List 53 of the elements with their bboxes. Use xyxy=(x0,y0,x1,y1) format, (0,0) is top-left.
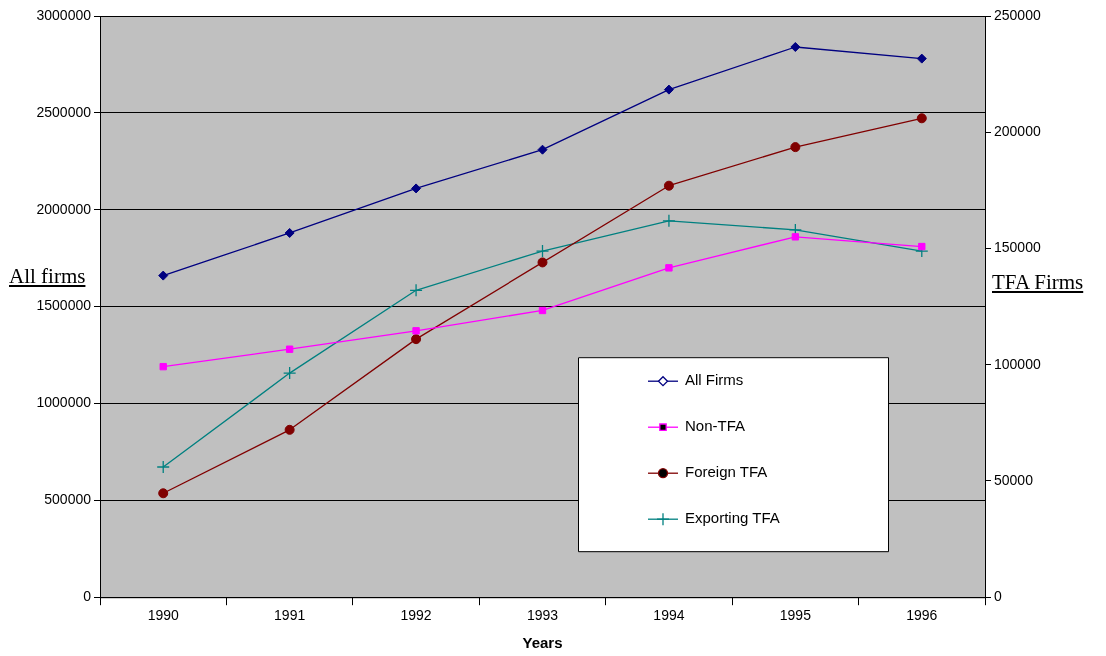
point xyxy=(412,327,420,335)
point xyxy=(158,270,169,281)
y-tick-label: 0 xyxy=(83,588,92,605)
point xyxy=(916,53,927,64)
point xyxy=(663,180,674,191)
legend-label: All Firms xyxy=(685,371,744,389)
x-tick-label: 1991 xyxy=(274,607,306,624)
y2-tick-label: 250000 xyxy=(994,6,1041,23)
y-tick-label: 3000000 xyxy=(36,6,92,23)
point xyxy=(663,84,674,95)
legend-label: Exporting TFA xyxy=(685,509,780,527)
point xyxy=(791,233,800,241)
y-tick-label: 500000 xyxy=(44,491,92,508)
point xyxy=(159,362,167,371)
y2-tick-label: 150000 xyxy=(994,239,1041,256)
legend-label: Non-TFA xyxy=(685,417,746,435)
point xyxy=(918,242,926,251)
point xyxy=(158,488,169,499)
point xyxy=(156,460,170,474)
point xyxy=(535,244,550,258)
point xyxy=(790,42,801,52)
point xyxy=(409,283,423,297)
point xyxy=(916,113,927,124)
x-tick-label: 1996 xyxy=(906,607,938,624)
y-tick-label: 1000000 xyxy=(36,394,92,411)
y2-tick-label: 0 xyxy=(994,588,1002,605)
point xyxy=(790,142,801,153)
y-tick-label: 2500000 xyxy=(36,103,92,120)
x-axis-title: Years xyxy=(521,634,564,651)
y-tick-label: 1500000 xyxy=(36,297,92,314)
point xyxy=(665,264,673,272)
point xyxy=(537,144,548,155)
y-tick-label: 2000000 xyxy=(36,200,92,217)
point xyxy=(284,424,295,435)
point xyxy=(284,227,295,238)
point xyxy=(411,334,422,345)
x-tick-label: 1994 xyxy=(653,607,685,624)
x-tick-label: 1995 xyxy=(779,607,812,624)
legend-label: Foreign TFA xyxy=(685,463,768,481)
y-axis-title: All firms xyxy=(9,264,86,289)
x-tick-label: 1992 xyxy=(400,607,432,624)
y2-axis-title: TFA Firms xyxy=(992,270,1084,295)
point xyxy=(411,183,422,194)
point xyxy=(285,345,294,353)
point xyxy=(282,366,297,380)
y2-tick-label: 50000 xyxy=(994,471,1034,488)
y2-tick-label: 100000 xyxy=(994,355,1041,372)
x-tick-label: 1993 xyxy=(526,607,559,624)
point xyxy=(538,306,547,315)
y2-tick-label: 200000 xyxy=(994,123,1041,140)
x-tick-label: 1990 xyxy=(147,607,179,624)
point xyxy=(662,214,676,228)
point xyxy=(537,257,548,268)
